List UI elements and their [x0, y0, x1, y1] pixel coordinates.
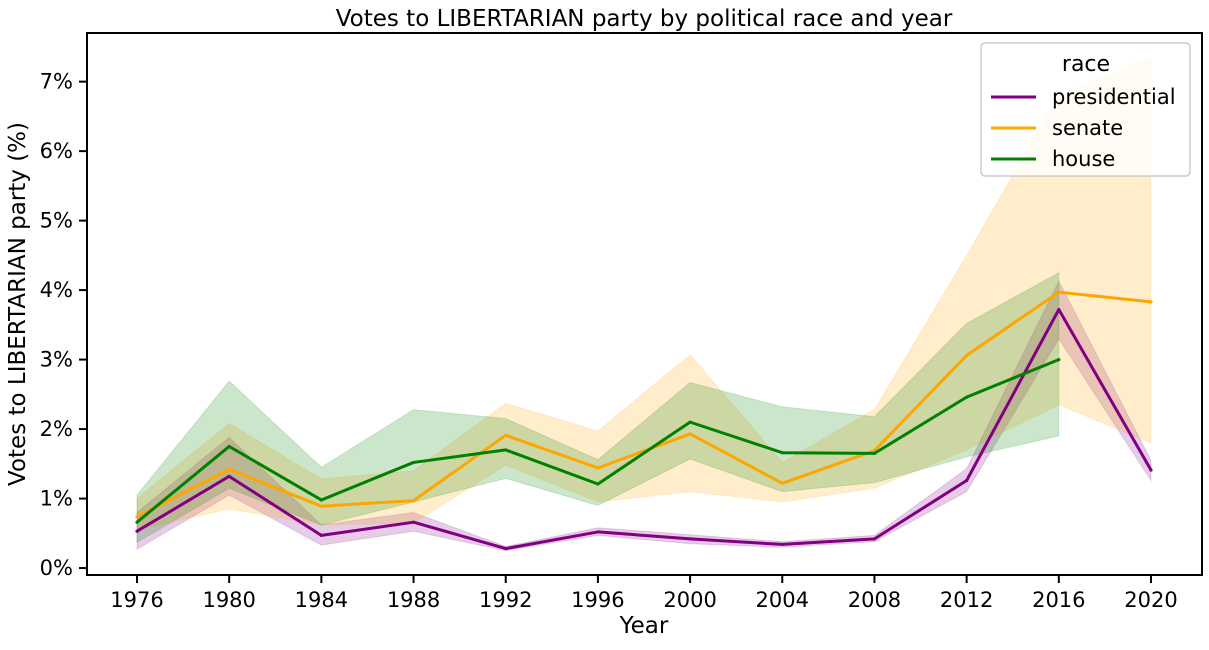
data-point-presidential — [1057, 307, 1061, 312]
x-tick-label: 2000 — [663, 588, 716, 612]
ci-band-house — [136, 271, 1060, 544]
data-point-house — [965, 395, 969, 399]
x-tick-label: 2004 — [756, 588, 809, 612]
data-point-house — [504, 448, 508, 452]
data-point-presidential — [319, 533, 323, 537]
data-point-senate — [227, 467, 231, 471]
series-line-presidential — [136, 308, 1153, 551]
y-axis: 0% 1% 2% 3% 4% 5% 6% 7% — [40, 70, 87, 580]
series-lines — [135, 290, 1153, 551]
data-point-senate — [780, 481, 784, 485]
data-point-senate — [965, 353, 969, 358]
data-point-house — [411, 460, 416, 465]
legend-label-presidential: presidential — [1052, 85, 1176, 109]
x-tick-label: 1976 — [110, 588, 163, 612]
x-tick-label: 2016 — [1032, 588, 1085, 612]
data-point-house — [872, 451, 877, 455]
y-tick-label: 4% — [40, 278, 73, 302]
x-tick-label: 1996 — [571, 588, 624, 612]
legend-label-house: house — [1052, 147, 1115, 171]
x-tick-label: 1980 — [202, 588, 255, 612]
x-tick-label: 1988 — [387, 588, 440, 612]
y-tick-label: 2% — [40, 417, 73, 441]
x-tick-label: 2012 — [940, 588, 993, 612]
data-point-senate — [596, 466, 600, 470]
data-point-senate — [688, 432, 692, 436]
x-tick-label: 1984 — [295, 588, 348, 612]
data-point-presidential — [504, 546, 508, 551]
x-axis-label: Year — [619, 613, 669, 639]
data-point-senate — [135, 515, 139, 519]
chart-title: Votes to LIBERTARIAN party by political … — [336, 6, 953, 32]
data-point-presidential — [411, 520, 416, 524]
data-point-house — [780, 451, 784, 455]
data-point-presidential — [135, 529, 139, 533]
y-tick-label: 7% — [40, 70, 73, 94]
y-tick-label: 0% — [40, 556, 73, 580]
legend: race presidential senate house — [980, 42, 1191, 177]
data-point-senate — [1057, 290, 1061, 294]
data-point-house — [1057, 357, 1061, 362]
data-point-senate — [411, 499, 416, 503]
data-point-presidential — [872, 537, 877, 541]
data-point-house — [596, 482, 600, 486]
legend-label-senate: senate — [1052, 116, 1123, 140]
series-line-senate — [136, 290, 1152, 518]
y-tick-label: 3% — [40, 348, 73, 372]
data-point-house — [319, 498, 323, 502]
x-axis: 1976 1980 1984 1988 1992 1996 2000 2004 2008 2012… — [110, 575, 1178, 612]
y-tick-label: 6% — [40, 139, 73, 163]
data-point-presidential — [780, 542, 784, 547]
data-point-house — [688, 420, 692, 424]
data-point-presidential — [1149, 468, 1153, 472]
data-point-presidential — [965, 478, 969, 483]
data-point-presidential — [596, 530, 600, 534]
y-axis-label: Votes to LIBERTARIAN party (%) — [5, 122, 31, 486]
ci-band-presidential — [136, 279, 1152, 552]
data-point-presidential — [227, 474, 231, 478]
data-point-senate — [1149, 300, 1153, 304]
data-point-house — [227, 444, 231, 449]
x-tick-label: 2020 — [1124, 588, 1177, 612]
legend-title: race — [1062, 52, 1110, 77]
data-point-senate — [504, 433, 508, 437]
data-point-senate — [319, 504, 323, 508]
plot-frame — [86, 32, 1203, 576]
data-point-presidential — [688, 537, 692, 541]
data-point-house — [135, 520, 139, 524]
y-tick-label: 5% — [40, 209, 73, 233]
x-tick-label: 1992 — [479, 588, 532, 612]
y-tick-label: 1% — [40, 487, 73, 511]
x-tick-label: 2008 — [848, 588, 901, 612]
legend-box — [980, 42, 1191, 177]
